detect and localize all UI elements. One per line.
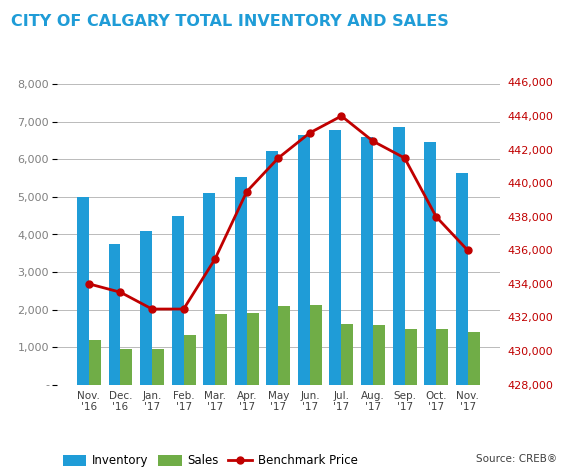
Bar: [341, 324, 353, 385]
Bar: [278, 306, 290, 385]
Bar: [77, 197, 89, 385]
Benchmark Price: [370, 138, 377, 144]
Bar: [392, 127, 404, 385]
Benchmark Price: [180, 306, 187, 312]
Benchmark Price: [212, 256, 219, 262]
Bar: [456, 173, 467, 385]
Bar: [203, 193, 215, 385]
Bar: [467, 332, 480, 385]
Bar: [120, 349, 132, 385]
Benchmark Price: [117, 289, 124, 295]
Bar: [215, 314, 227, 385]
Text: CITY OF CALGARY TOTAL INVENTORY AND SALES: CITY OF CALGARY TOTAL INVENTORY AND SALE…: [11, 14, 449, 29]
Benchmark Price: [433, 214, 440, 219]
Benchmark Price: [86, 281, 93, 287]
Benchmark Price: [243, 189, 250, 194]
Benchmark Price: [338, 113, 345, 119]
Bar: [235, 177, 247, 385]
Bar: [89, 340, 101, 385]
Bar: [424, 142, 436, 385]
Bar: [152, 349, 164, 385]
Line: Benchmark Price: Benchmark Price: [85, 113, 471, 312]
Bar: [404, 329, 416, 385]
Bar: [247, 313, 259, 385]
Bar: [373, 325, 385, 385]
Bar: [172, 216, 183, 385]
Legend: Inventory, Sales, Benchmark Price: Inventory, Sales, Benchmark Price: [62, 454, 358, 467]
Bar: [140, 231, 152, 385]
Text: Source: CREB®: Source: CREB®: [475, 454, 557, 464]
Bar: [183, 335, 195, 385]
Benchmark Price: [401, 155, 408, 161]
Benchmark Price: [149, 306, 156, 312]
Bar: [266, 151, 278, 385]
Bar: [310, 305, 322, 385]
Bar: [108, 244, 120, 385]
Bar: [361, 137, 373, 385]
Bar: [298, 135, 310, 385]
Bar: [436, 329, 448, 385]
Bar: [329, 130, 341, 385]
Benchmark Price: [307, 130, 314, 136]
Benchmark Price: [464, 248, 471, 253]
Benchmark Price: [275, 155, 282, 161]
